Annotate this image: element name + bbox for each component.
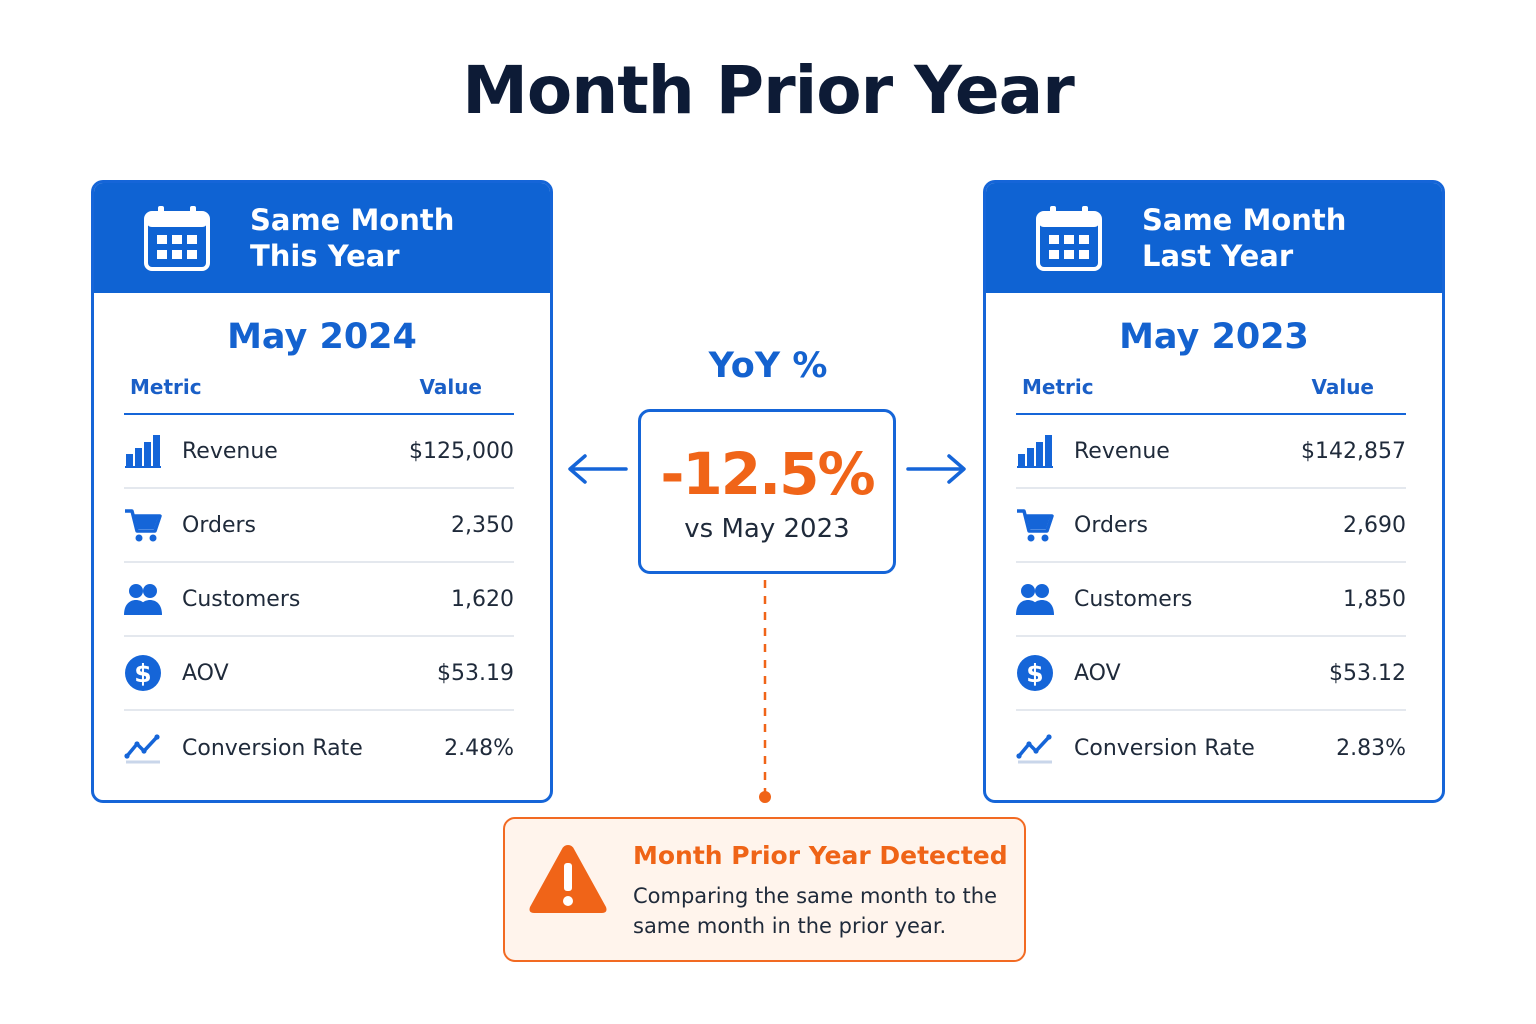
metric-row: Revenue $142,857 xyxy=(1016,415,1406,489)
metric-value: 1,620 xyxy=(451,586,514,612)
card-header-line2: Last Year xyxy=(1142,239,1294,273)
metric-label: Customers xyxy=(182,586,301,612)
users-icon xyxy=(1016,580,1054,618)
alert-body: Comparing the same month to the same mon… xyxy=(633,884,998,938)
column-header-value: Value xyxy=(1311,375,1374,399)
metric-row: Customers 1,850 xyxy=(1016,563,1406,637)
alert-box: Month Prior Year Detected Comparing the … xyxy=(503,817,1026,962)
dashed-connector xyxy=(759,580,771,803)
column-header-metric: Metric xyxy=(1022,375,1094,399)
dollar-icon: $ xyxy=(1016,654,1054,692)
metric-label: Orders xyxy=(1074,512,1148,538)
users-icon xyxy=(124,580,162,618)
metric-label: Revenue xyxy=(182,438,278,464)
yoy-box: -12.5% vs May 2023 xyxy=(638,409,896,574)
metric-value: $142,857 xyxy=(1301,438,1406,464)
bar-chart-icon xyxy=(124,432,162,470)
card-month: May 2023 xyxy=(1119,317,1309,357)
metric-label: Revenue xyxy=(1074,438,1170,464)
metric-row: Revenue $125,000 xyxy=(124,415,514,489)
metric-row: $ AOV $53.12 xyxy=(1016,637,1406,711)
yoy-label: YoY % xyxy=(708,346,828,386)
svg-text:$: $ xyxy=(1026,659,1043,688)
card-header: Same Month Last Year xyxy=(986,183,1442,293)
calendar-icon xyxy=(144,206,210,271)
alert-title: Month Prior Year Detected xyxy=(633,841,1008,870)
yoy-comparison: vs May 2023 xyxy=(684,514,850,544)
metric-row: Orders 2,690 xyxy=(1016,489,1406,563)
metric-value: 2,690 xyxy=(1343,512,1406,538)
metric-row: Customers 1,620 xyxy=(124,563,514,637)
card-header: Same Month This Year xyxy=(94,183,550,293)
arrow-left-icon xyxy=(568,454,628,484)
metric-row: Orders 2,350 xyxy=(124,489,514,563)
calendar-icon xyxy=(1036,206,1102,271)
metric-row: Conversion Rate 2.48% xyxy=(124,711,514,785)
dollar-icon: $ xyxy=(124,654,162,692)
shopping-cart-icon xyxy=(124,506,162,544)
metric-value: 2.83% xyxy=(1336,735,1406,761)
metrics-table: Metric Value Revenue $142,857 Orders 2,6… xyxy=(1016,375,1406,785)
bar-chart-icon xyxy=(1016,432,1054,470)
table-body: Revenue $125,000 Orders 2,350 Customers … xyxy=(124,415,514,785)
card-last-year: Same Month Last Year May 2023 Metric Val… xyxy=(983,180,1445,803)
metric-value: $53.12 xyxy=(1329,660,1406,686)
metric-label: Orders xyxy=(182,512,256,538)
table-body: Revenue $142,857 Orders 2,690 Customers … xyxy=(1016,415,1406,785)
metric-value: 2.48% xyxy=(444,735,514,761)
card-month: May 2024 xyxy=(227,317,417,357)
metric-label: AOV xyxy=(1074,660,1121,686)
metric-label: Customers xyxy=(1074,586,1193,612)
warning-icon xyxy=(529,845,607,913)
metrics-table: Metric Value Revenue $125,000 Orders 2,3… xyxy=(124,375,514,785)
card-header-line2: This Year xyxy=(250,239,400,273)
metric-row: Conversion Rate 2.83% xyxy=(1016,711,1406,785)
metric-value: 2,350 xyxy=(451,512,514,538)
column-header-value: Value xyxy=(419,375,482,399)
card-header-line1: Same Month xyxy=(1142,203,1347,237)
yoy-value: -12.5% xyxy=(660,440,875,508)
metric-label: Conversion Rate xyxy=(182,735,363,761)
metric-value: 1,850 xyxy=(1343,586,1406,612)
metric-value: $53.19 xyxy=(437,660,514,686)
trend-line-icon xyxy=(1016,729,1054,767)
arrow-right-icon xyxy=(906,454,966,484)
card-header-line1: Same Month xyxy=(250,203,455,237)
metric-label: AOV xyxy=(182,660,229,686)
page-title: Month Prior Year xyxy=(462,52,1075,129)
table-header: Metric Value xyxy=(124,375,514,415)
card-this-year: Same Month This Year May 2024 Metric Val… xyxy=(91,180,553,803)
metric-label: Conversion Rate xyxy=(1074,735,1255,761)
column-header-metric: Metric xyxy=(130,375,202,399)
card-header-title: Same Month Last Year xyxy=(1142,202,1346,274)
metric-value: $125,000 xyxy=(409,438,514,464)
svg-text:$: $ xyxy=(134,659,151,688)
trend-line-icon xyxy=(124,729,162,767)
metric-row: $ AOV $53.19 xyxy=(124,637,514,711)
card-header-title: Same Month This Year xyxy=(250,202,454,274)
table-header: Metric Value xyxy=(1016,375,1406,415)
shopping-cart-icon xyxy=(1016,506,1054,544)
